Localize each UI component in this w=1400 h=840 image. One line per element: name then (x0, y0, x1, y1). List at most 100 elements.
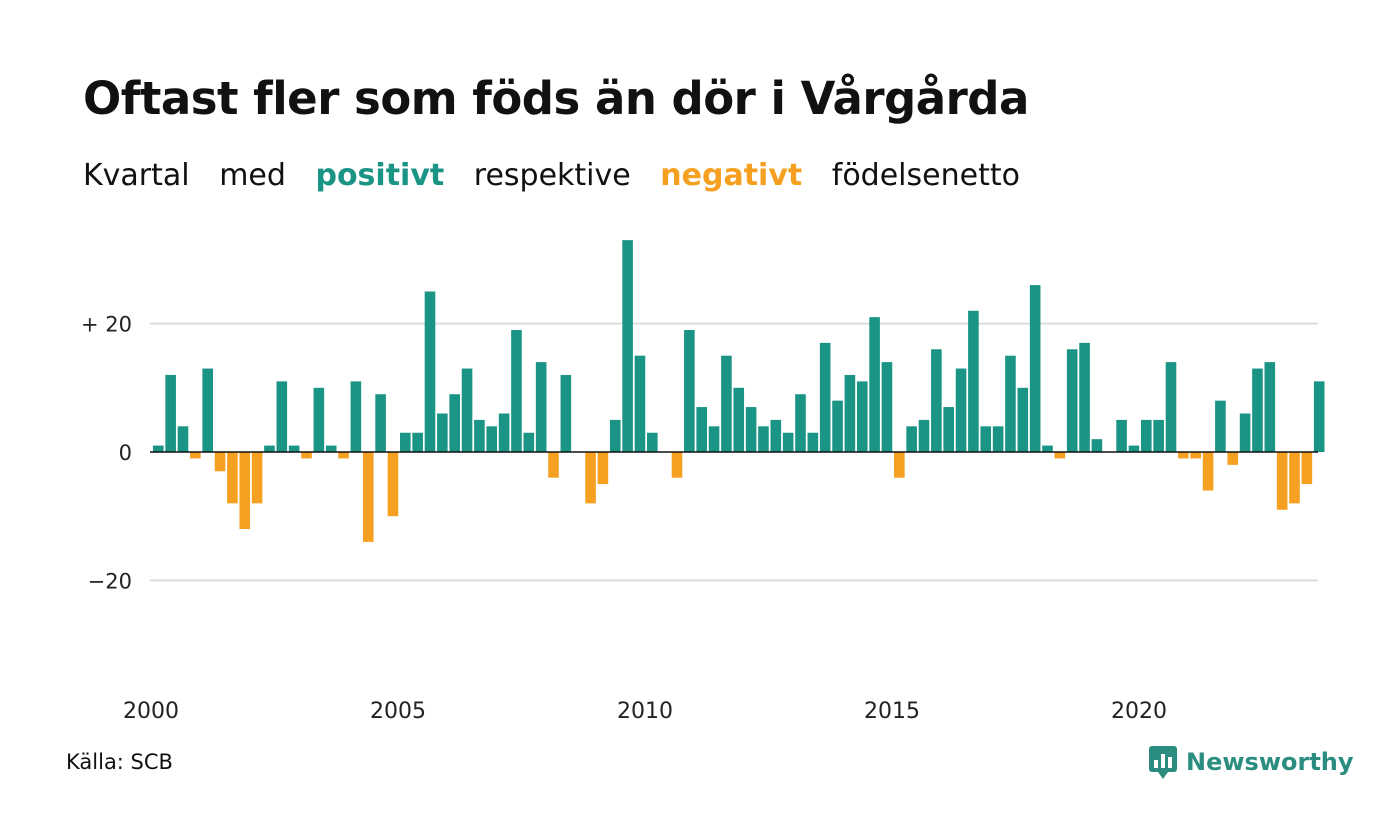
bar: 2023 Q2: -5 (1301, 452, 1313, 485)
bar: 2000 Q4: -1 (190, 452, 201, 459)
bar: 2022 Q3: 14 (1264, 362, 1276, 452)
bar: 2017 Q4: 26 (1029, 285, 1041, 452)
bar: 2011 Q3: 15 (721, 355, 732, 452)
bar: 2002 Q4: 1 (288, 445, 300, 452)
bar: 2018 Q3: 16 (1066, 349, 1078, 452)
bar: 2013 Q2: 3 (807, 432, 819, 452)
bar: 2022 Q2: 13 (1252, 368, 1263, 452)
bar: 2012 Q4: 3 (782, 432, 794, 452)
bar: 2004 Q3: 9 (375, 394, 386, 452)
bar: 2006 Q4: 4 (486, 426, 498, 452)
bar: 2011 Q4: 10 (733, 387, 745, 452)
bar: 2019 Q4: 1 (1128, 445, 1140, 452)
bar: 2017 Q1: 4 (992, 426, 1004, 452)
subtitle-word-with: med (219, 158, 286, 193)
bar: 2005 Q2: 3 (412, 432, 423, 452)
chart-subtitle: Kvartal med positivt respektive negativt… (83, 158, 1038, 193)
bar: 2006 Q1: 9 (449, 394, 460, 452)
bar: 2003 Q4: -1 (338, 452, 349, 459)
bar: 2021 Q4: -2 (1227, 452, 1239, 465)
bar: 2020 Q3: 14 (1165, 362, 1177, 452)
bar: 2001 Q1: 13 (202, 368, 213, 452)
newsworthy-icon (1149, 746, 1177, 779)
bar: 2017 Q3: 10 (1017, 387, 1029, 452)
x-tick-label: 2005 (370, 699, 426, 724)
bar: 2005 Q3: 25 (424, 291, 436, 452)
bar: 2004 Q2: -14 (362, 452, 374, 542)
bar: 2001 Q2: -3 (214, 452, 226, 472)
subtitle-negative-label: negativt (660, 158, 803, 193)
bar: 2010 Q3: -4 (671, 452, 683, 478)
x-tick-label: 2020 (1111, 699, 1167, 724)
bar: 2015 Q1: -4 (894, 452, 905, 478)
x-tick-label: 2015 (864, 699, 920, 724)
bar: 2001 Q3: -8 (227, 452, 238, 504)
bar: 2018 Q4: 17 (1079, 342, 1090, 452)
bar: 2013 Q3: 17 (819, 342, 831, 452)
bar: 2010 Q1: 3 (647, 432, 658, 452)
bar: 2002 Q1: -8 (251, 452, 263, 504)
bar: 2021 Q1: -1 (1190, 452, 1201, 459)
y-tick-label: −20 (88, 569, 132, 593)
bar: 2012 Q2: 4 (758, 426, 769, 452)
bar: 2007 Q1: 6 (498, 413, 510, 452)
bar: 2008 Q1: -4 (548, 452, 559, 478)
bar: 2000 Q3: 4 (177, 426, 189, 452)
bar: 2009 Q1: -5 (597, 452, 609, 485)
bar: 2022 Q1: 6 (1239, 413, 1251, 452)
bar: 2020 Q4: -1 (1178, 452, 1189, 459)
bar: 2008 Q4: -8 (585, 452, 596, 504)
bar: 2003 Q2: 10 (313, 387, 325, 452)
brand-name: Newsworthy (1186, 748, 1354, 776)
bar: 2007 Q4: 14 (535, 362, 547, 452)
bar: 2021 Q3: 8 (1215, 400, 1226, 452)
bar: 2002 Q2: 1 (264, 445, 275, 452)
bar: 2009 Q2: 5 (609, 419, 621, 452)
subtitle-positive-label: positivt (315, 158, 445, 193)
bar: 2001 Q4: -12 (239, 452, 251, 530)
bar: 2003 Q3: 1 (325, 445, 337, 452)
y-tick-label: + 20 (81, 313, 132, 337)
bar: 2002 Q3: 11 (276, 381, 288, 452)
bar: 2019 Q1: 2 (1091, 439, 1103, 452)
x-tick-label: 2000 (123, 699, 179, 724)
bar: 2000 Q1: 1 (153, 445, 164, 452)
bar: 2014 Q3: 21 (869, 317, 880, 452)
bar: 2004 Q1: 11 (350, 381, 362, 452)
bar: 2009 Q3: 33 (622, 240, 633, 452)
bar: 2007 Q2: 19 (511, 330, 522, 452)
bar: 2011 Q1: 7 (696, 407, 707, 452)
bar: 2012 Q3: 5 (770, 419, 782, 452)
bar: 2023 Q3: 11 (1313, 381, 1325, 452)
bar: 2016 Q1: 7 (943, 407, 954, 452)
bar: 2019 Q3: 5 (1116, 419, 1127, 452)
bar: 2005 Q4: 6 (437, 413, 448, 452)
bar: 2006 Q2: 13 (461, 368, 473, 452)
axes: + 20 0 −20 2000 2005 2010 2015 2020 (81, 313, 1318, 724)
bar: 2015 Q4: 16 (931, 349, 942, 452)
bar: 2018 Q1: 1 (1042, 445, 1053, 452)
bar: 2012 Q1: 7 (745, 407, 757, 452)
bar: 2011 Q2: 4 (708, 426, 720, 452)
bar: 2015 Q3: 5 (918, 419, 930, 452)
bar: 2008 Q2: 12 (560, 374, 572, 452)
bar: 2016 Q2: 13 (955, 368, 967, 452)
chart-title: Oftast fler som föds än dör i Vårgårda (83, 72, 1029, 125)
source-note: Källa: SCB (66, 750, 173, 774)
bar: 2005 Q1: 3 (400, 432, 411, 452)
subtitle-word-respectively: respektive (473, 158, 631, 193)
bar: 2016 Q4: 4 (980, 426, 992, 452)
bar: 2000 Q2: 12 (165, 374, 176, 452)
bar: 2014 Q1: 12 (844, 374, 856, 452)
subtitle-word-quarter: Kvartal (83, 158, 190, 193)
x-tick-label: 2010 (617, 699, 673, 724)
brand-logo: Newsworthy (1148, 744, 1354, 780)
bar: 2004 Q4: -10 (387, 452, 399, 517)
bar: 2020 Q1: 5 (1141, 419, 1152, 452)
bar: 2009 Q4: 15 (634, 355, 646, 452)
bars: 2000 Q1: 12000 Q2: 122000 Q3: 42000 Q4: … (153, 240, 1325, 542)
subtitle-word-birth-surplus: födelsenetto (831, 158, 1020, 193)
bar: 2006 Q3: 5 (474, 419, 485, 452)
gridlines (150, 322, 1318, 582)
bar: 2013 Q1: 9 (795, 394, 806, 452)
